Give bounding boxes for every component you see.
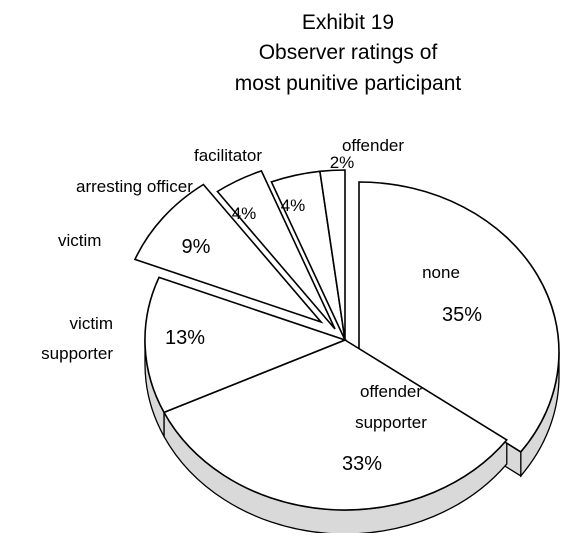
title-line-2: Observer ratings of	[259, 41, 438, 64]
slice-value-none: 35%	[442, 304, 482, 326]
slice-value-offender-supporter: 33%	[342, 453, 382, 475]
slice-label-offender-supporter-line-2: supporter	[355, 413, 427, 432]
slice-value-facilitator: 4%	[281, 196, 306, 215]
slice-label-offender: offender	[342, 136, 404, 155]
slice-label-none: none	[422, 263, 460, 282]
slice-value-victim: 9%	[182, 236, 211, 258]
chart-title: Exhibit 19 Observer ratings of most puni…	[235, 11, 462, 95]
pie-slice-victim-supporter	[144, 276, 348, 414]
pie-slice-victim	[133, 183, 324, 324]
slice-label-offender-supporter-line-1: offender	[360, 382, 422, 401]
slice-value-victim-supporter: 13%	[165, 327, 205, 349]
slice-label-arresting-officer: arresting officer	[76, 177, 193, 196]
pie-slice-offender-supporter	[162, 339, 509, 511]
pie-slice-none	[358, 181, 560, 453]
slice-label-victim: victim	[58, 231, 101, 250]
title-line-1: Exhibit 19	[302, 11, 394, 34]
pie-labels: none offender supporter victim supporter vict…	[41, 136, 482, 475]
slice-value-arresting-officer: 4%	[232, 204, 257, 223]
slice-value-offender: 2%	[330, 153, 355, 172]
pie-slice-offender	[318, 169, 346, 341]
slice-label-victim-supporter-line-1: victim	[70, 314, 113, 333]
slice-label-victim-supporter-line-2: supporter	[41, 344, 113, 363]
title-line-3: most punitive participant	[235, 72, 462, 95]
slice-label-facilitator: facilitator	[194, 146, 262, 165]
pie-slice-arresting-officer	[216, 169, 336, 330]
pie-slices	[133, 169, 560, 535]
